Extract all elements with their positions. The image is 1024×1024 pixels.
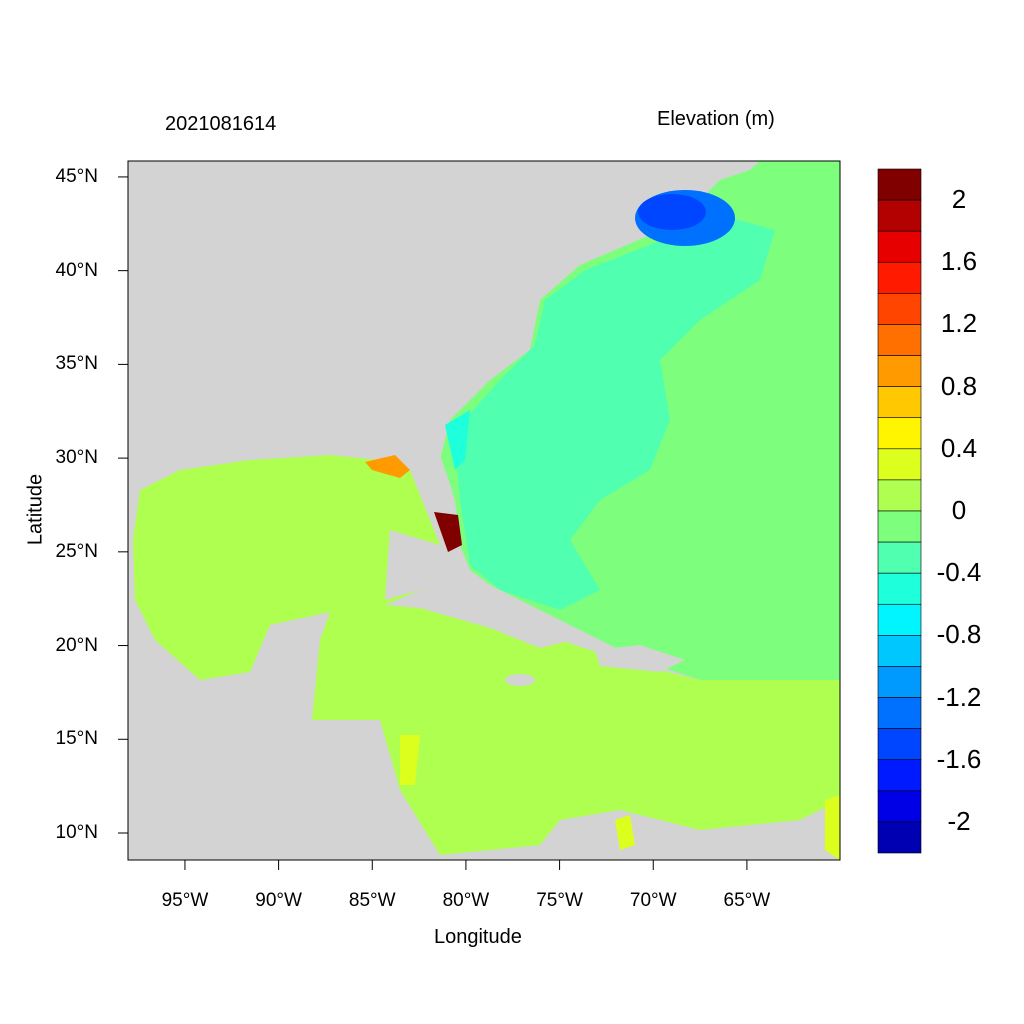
colorbar-swatch xyxy=(877,541,922,574)
colorbar-swatch xyxy=(877,230,922,263)
x-tick-label: 65°W xyxy=(723,890,771,911)
colorbar-label: -1.6 xyxy=(936,743,982,774)
jamaica xyxy=(505,674,535,686)
big-bend-surge xyxy=(365,455,410,478)
gulf-caribbean xyxy=(133,455,840,855)
gulf-of-maine-core xyxy=(638,194,706,230)
colorbar-swatch xyxy=(877,759,922,792)
colorbar-swatch xyxy=(877,324,922,356)
colorbar-swatch xyxy=(877,697,922,729)
variable-title: Elevation (m) xyxy=(657,108,775,130)
x-tick-label: 80°W xyxy=(442,890,490,911)
y-tick-label: 40°N xyxy=(55,259,98,281)
colorbar-swatch xyxy=(877,355,922,387)
colorbar-label: 0.4 xyxy=(940,432,978,463)
timestamp-title: 2021081614 xyxy=(165,113,277,135)
cuba xyxy=(385,590,565,648)
colorbar-swatch xyxy=(877,168,922,201)
colorbar-label: -0.8 xyxy=(936,619,982,650)
y-tick-label: 25°N xyxy=(55,540,98,562)
y-tick-label: 35°N xyxy=(55,353,98,375)
florida-tip-surge xyxy=(434,512,462,552)
colorbar-label: 0.8 xyxy=(940,370,978,401)
x-tick-label: 75°W xyxy=(536,890,583,911)
colorbar-swatch xyxy=(877,448,922,481)
colorbar-label: 0 xyxy=(951,495,967,525)
x-tick-label: 70°W xyxy=(629,890,677,911)
colorbar-swatch xyxy=(877,572,922,605)
atlantic-shelf-band xyxy=(455,215,775,610)
colorbar-label: 1.6 xyxy=(940,246,978,277)
east-caribbean-patch xyxy=(825,795,840,860)
colorbar-swatch xyxy=(877,386,922,419)
y-tick-label: 15°N xyxy=(55,728,98,750)
colorbar-swatch xyxy=(877,261,922,294)
colorbar-swatch xyxy=(877,821,922,854)
y-tick-label: 20°N xyxy=(55,634,98,656)
honduras-coast-patch xyxy=(400,735,420,785)
colorbar-swatch xyxy=(877,199,922,232)
y-tick-label: 45°N xyxy=(55,165,98,187)
colorbar-swatch xyxy=(877,728,922,761)
plot-frame xyxy=(127,160,841,861)
x-tick-label: 90°W xyxy=(255,890,302,911)
colorbar-swatch xyxy=(877,479,922,512)
colorbar xyxy=(877,168,922,854)
colorbar-swatch xyxy=(877,293,922,325)
y-tick-label: 10°N xyxy=(55,822,98,843)
florida-strait xyxy=(445,410,470,470)
colorbar-swatch xyxy=(877,603,922,636)
colorbar-swatch xyxy=(877,635,922,667)
y-tick-label: 30°N xyxy=(55,447,98,469)
venezuela-gulf-patch xyxy=(615,815,635,850)
colorbar-label: -1.2 xyxy=(936,681,982,712)
colorbar-swatch xyxy=(877,417,922,450)
x-tick-label: 85°W xyxy=(348,890,396,911)
colorbar-label: 1.2 xyxy=(940,308,978,339)
colorbar-label: -2 xyxy=(947,805,971,836)
colorbar-swatch xyxy=(877,790,922,823)
x-axis-label: Longitude xyxy=(434,926,522,948)
colorbar-label: 2 xyxy=(951,184,967,215)
hispaniola xyxy=(595,645,685,672)
colorbar-swatch xyxy=(877,510,922,543)
axis-ticks xyxy=(118,176,748,870)
x-tick-label: 95°W xyxy=(161,890,209,911)
colorbar-swatch xyxy=(877,666,922,698)
colorbar-label: -0.4 xyxy=(936,557,982,588)
